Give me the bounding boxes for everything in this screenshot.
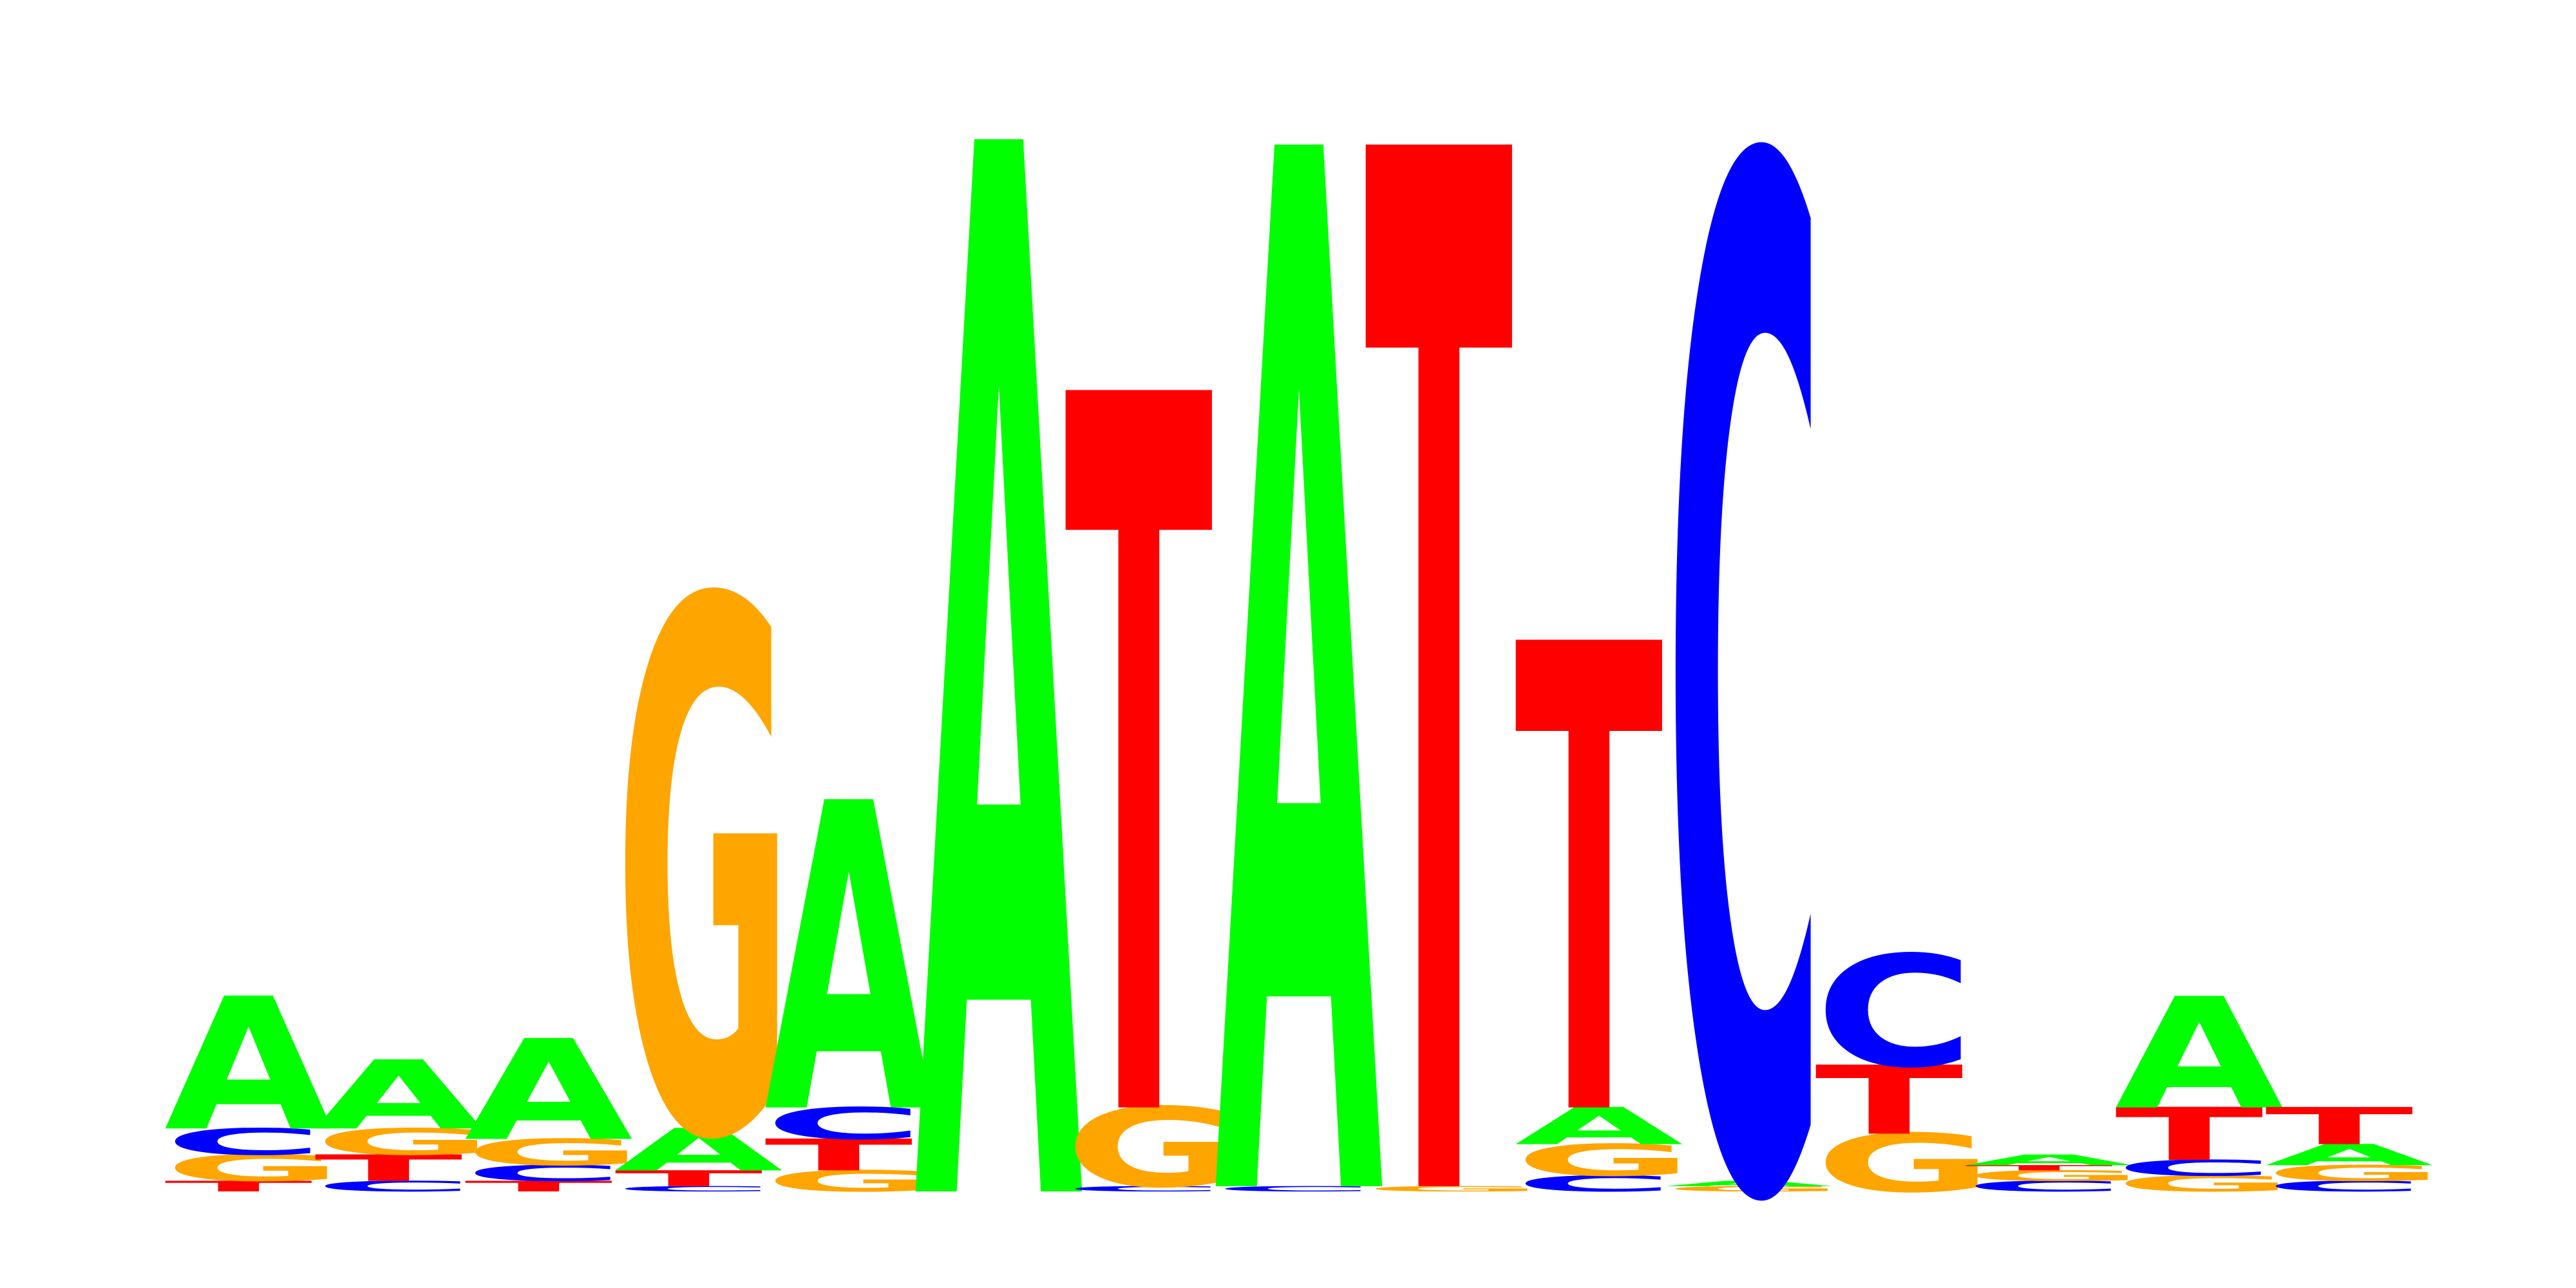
letter-a-pos3: A: [464, 1010, 634, 1171]
letter-c-pos11: C: [1665, 0, 1824, 1288]
letter-g-pos12: G: [1815, 1117, 1994, 1211]
letter-c-pos8: C: [1215, 1185, 1374, 1193]
letter-t-pos1: T: [164, 1178, 313, 1195]
letter-a-pos6: A: [914, 0, 1084, 1288]
letter-t-pos3: T: [464, 1178, 613, 1195]
letter-t-pos13: T: [1965, 1164, 2114, 1172]
letter-g-pos2: G: [314, 1121, 493, 1164]
letter-a-pos10: A: [1515, 1097, 1683, 1156]
letter-g-pos13: G: [1965, 1168, 2144, 1184]
letter-g-pos1: G: [164, 1147, 343, 1189]
letter-g-pos15: G: [2265, 1160, 2444, 1186]
letter-g-pos9: G: [1365, 1185, 1544, 1193]
letter-c-pos12: C: [1815, 923, 1975, 1101]
letter-t-pos12: T: [1815, 1046, 1965, 1157]
logo-column-7: CGT: [1065, 195, 1244, 1288]
letter-c-pos15: C: [2265, 1178, 2425, 1195]
letter-c-pos13: C: [1965, 1178, 2125, 1195]
letter-t-pos9: T: [1365, 0, 1515, 1288]
letter-c-pos7: C: [1065, 1185, 1224, 1193]
logo-column-12: GTC: [1815, 923, 1994, 1211]
logo-column-9: GT: [1365, 0, 1544, 1288]
letter-g-pos10: G: [1515, 1135, 1694, 1186]
letter-t-pos14: T: [2115, 1093, 2264, 1178]
letter-a-pos13: A: [1965, 1151, 2134, 1168]
letter-a-pos15: A: [2265, 1138, 2434, 1172]
letter-c-pos2: C: [314, 1178, 474, 1195]
letter-g-pos14: G: [2115, 1171, 2294, 1197]
letter-t-pos10: T: [1515, 513, 1665, 1259]
letter-c-pos4: C: [614, 1185, 774, 1193]
letter-a-pos5: A: [764, 715, 934, 1208]
letter-t-pos5: T: [764, 1130, 913, 1180]
logo-column-11: GAC: [1665, 0, 1844, 1288]
letter-g-pos5: G: [764, 1164, 943, 1198]
letter-g-pos4: G: [614, 453, 793, 1288]
letter-g-pos7: G: [1065, 1085, 1244, 1212]
letter-t-pos4: T: [614, 1166, 763, 1191]
letter-a-pos2: A: [314, 1041, 484, 1151]
letter-a-pos11: A: [1665, 1179, 1833, 1188]
letter-c-pos10: C: [1515, 1171, 1674, 1197]
letter-t-pos15: T: [2265, 1097, 2414, 1156]
letter-a-pos8: A: [1215, 0, 1385, 1288]
letter-t-pos2: T: [314, 1147, 463, 1189]
letter-a-pos4: A: [614, 1117, 783, 1184]
letter-t-pos7: T: [1065, 195, 1215, 1288]
letter-c-pos1: C: [164, 1121, 324, 1164]
letter-g-pos11: G: [1665, 1185, 1844, 1193]
letter-c-pos5: C: [764, 1099, 924, 1150]
letter-a-pos1: A: [164, 960, 334, 1171]
logo-column-8: CA: [1215, 0, 1385, 1288]
logo-column-6: A: [914, 0, 1084, 1288]
letter-a-pos14: A: [2115, 965, 2285, 1143]
letter-g-pos3: G: [464, 1132, 643, 1174]
letter-c-pos14: C: [2115, 1155, 2275, 1181]
letter-c-pos3: C: [464, 1160, 624, 1186]
